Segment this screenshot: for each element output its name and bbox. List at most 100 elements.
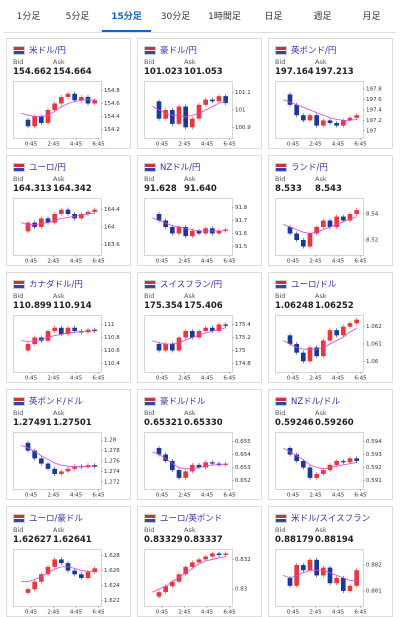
candle xyxy=(203,99,208,105)
candle xyxy=(294,233,299,240)
x-tick-label: 2:45 xyxy=(47,259,60,265)
candle xyxy=(341,120,346,126)
quote-card[interactable]: 英ポンド/ドル Bid Ask 1.27491 1.27501 1.28 1.278 1.27… xyxy=(6,389,131,500)
y-tick-label: 91.6 xyxy=(235,231,248,237)
quote-card[interactable]: スイスフラン/円 Bid Ask 175.354 175.406 175.4 175.2 17… xyxy=(137,272,262,383)
x-tick-label: 4:45 xyxy=(332,142,345,148)
tab[interactable]: 30分足 xyxy=(160,12,191,22)
quote-card[interactable]: 米ドル/スイスフラン Bid Ask 0.88179 0.88194 0.882 0.881… xyxy=(268,506,393,617)
y-tick-label: 1.276 xyxy=(104,459,120,465)
moving-average xyxy=(283,569,357,581)
candle xyxy=(163,220,168,227)
x-tick-label: 4:45 xyxy=(70,610,83,616)
candle xyxy=(79,97,84,101)
x-tick-label: 2:45 xyxy=(309,610,322,616)
tab[interactable]: 5分足 xyxy=(65,12,90,22)
y-tick-label: 110.4 xyxy=(104,361,120,367)
bid-value: 101.023 xyxy=(144,67,183,77)
quote-card[interactable]: 英ポンド/円 Bid Ask 197.164 197.213 197.8 197.6 197.… xyxy=(268,38,393,149)
quote-card[interactable]: ユーロ/英ポンド Bid Ask 0.83329 0.83337 0.832 0.83 0:4… xyxy=(137,506,262,617)
candle xyxy=(334,578,339,584)
candle xyxy=(347,117,353,121)
quote-card[interactable]: NZドル/ドル Bid Ask 0.59246 0.59260 0.594 0.593 0.5… xyxy=(268,389,393,500)
candle xyxy=(163,454,168,461)
candle xyxy=(196,230,202,234)
x-tick-label: 6:45 xyxy=(223,259,236,265)
candle xyxy=(196,331,202,338)
pair-name: スイスフラン/円 xyxy=(160,280,223,290)
candle xyxy=(85,211,91,214)
candle xyxy=(314,347,319,357)
quote-card[interactable]: 米ドル/円 Bid Ask 154.662 154.664 154.8 154.6 154.4… xyxy=(6,38,131,149)
bid-label: Bid xyxy=(275,292,286,300)
quote-card[interactable]: NZドル/円 Bid Ask 91.628 91.640 91.8 91.7 91.6 91.5… xyxy=(137,155,262,266)
x-tick-label: 6:45 xyxy=(354,610,367,616)
quote-card[interactable]: ランド/円 Bid Ask 8.533 8.543 8.54 8.52 0:45 2:45 4:4… xyxy=(268,155,393,266)
candle xyxy=(301,115,306,121)
plot-frame xyxy=(144,432,233,490)
y-tick-label: 154.4 xyxy=(104,114,120,120)
candle xyxy=(287,335,293,344)
quote-card[interactable]: カナダドル/円 Bid Ask 110.899 110.914 111 110.8 110.6… xyxy=(6,272,131,383)
candle xyxy=(210,99,215,102)
tab[interactable]: 日足 xyxy=(264,12,283,22)
quote-card[interactable]: ユーロ/ドル Bid Ask 1.06248 1.06252 1.062 1.061 1.06… xyxy=(268,272,393,383)
y-tick-label: 197.6 xyxy=(366,97,382,103)
x-tick-label: 0:45 xyxy=(25,610,38,616)
candle xyxy=(301,461,306,468)
moving-average xyxy=(21,330,95,342)
tab[interactable]: 週足 xyxy=(313,12,332,22)
ask-label: Ask xyxy=(184,292,196,300)
tab[interactable]: 1分足 xyxy=(16,12,41,22)
quote-card[interactable]: 豪ドル/円 Bid Ask 101.023 101.053 101.1 101 100.9 0:… xyxy=(137,38,262,149)
mini-chart: 1.28 1.278 1.276 1.274 1.272 0:45 2:45 4:45 6:45 xyxy=(13,432,120,499)
pair-title: ユーロ/豪ドル xyxy=(13,512,83,524)
plot-frame xyxy=(144,198,233,256)
candle xyxy=(301,565,306,571)
flag-icon xyxy=(144,397,156,406)
candle xyxy=(307,115,313,121)
quote-card[interactable]: ユーロ/豪ドル Bid Ask 1.62627 1.62641 1.628 1.626 1.6… xyxy=(6,506,131,617)
candle xyxy=(327,120,333,123)
candle xyxy=(327,220,333,227)
candle xyxy=(203,462,208,468)
mini-chart: 154.8 154.6 154.4 154.2 0:45 2:45 4:45 6:45 xyxy=(13,81,120,147)
y-tick-label: 175 xyxy=(235,348,246,354)
tab[interactable]: 1時間足 xyxy=(208,12,241,22)
candle xyxy=(216,324,222,331)
tab[interactable]: 月足 xyxy=(362,12,381,22)
plot-frame xyxy=(275,432,364,490)
candle xyxy=(210,553,215,557)
x-tick-label: 4:45 xyxy=(70,259,83,265)
flag-icon xyxy=(13,514,25,523)
flag-icon xyxy=(13,397,25,406)
quote-card[interactable]: 豪ドル/ドル Bid Ask 0.65321 0.65330 0.655 0.654 0.65… xyxy=(137,389,262,500)
flag-icon xyxy=(13,280,25,289)
candle xyxy=(307,347,313,362)
y-tick-label: 154.8 xyxy=(104,88,120,94)
candle xyxy=(210,327,215,331)
ask-label: Ask xyxy=(184,409,196,417)
y-tick-label: 101.1 xyxy=(235,90,251,96)
x-tick-label: 2:45 xyxy=(47,493,60,499)
tab-bar: 1分足 5分足 15分足 30分足 1時間足 日足 週足 月足 xyxy=(4,4,396,33)
plot-frame xyxy=(144,549,233,607)
y-tick-label: 0.881 xyxy=(366,589,382,595)
quote-card[interactable]: ユーロ/円 Bid Ask 164.313 164.342 164.4 164 163.6 0:… xyxy=(6,155,131,266)
candle xyxy=(334,216,339,227)
x-tick-label: 0:45 xyxy=(156,610,169,616)
pair-title: ユーロ/円 xyxy=(13,161,66,173)
x-tick-label: 4:45 xyxy=(332,376,345,382)
mini-chart: 197.8 197.6 197.4 197.2 197 0:45 2:45 4:45 6:45 xyxy=(275,81,382,148)
y-tick-label: 110.8 xyxy=(104,335,120,341)
mini-chart: 175.4 175.2 175 174.8 0:45 2:45 4:45 6:45 xyxy=(144,315,251,381)
candle xyxy=(39,116,44,123)
candle xyxy=(321,567,326,576)
plot-frame xyxy=(275,81,364,139)
tab[interactable]: 15分足 xyxy=(102,4,151,32)
x-tick-label: 6:45 xyxy=(92,376,105,382)
candle xyxy=(341,216,346,221)
bid-label: Bid xyxy=(144,409,155,417)
flag-icon xyxy=(13,163,25,172)
candle xyxy=(321,120,326,126)
